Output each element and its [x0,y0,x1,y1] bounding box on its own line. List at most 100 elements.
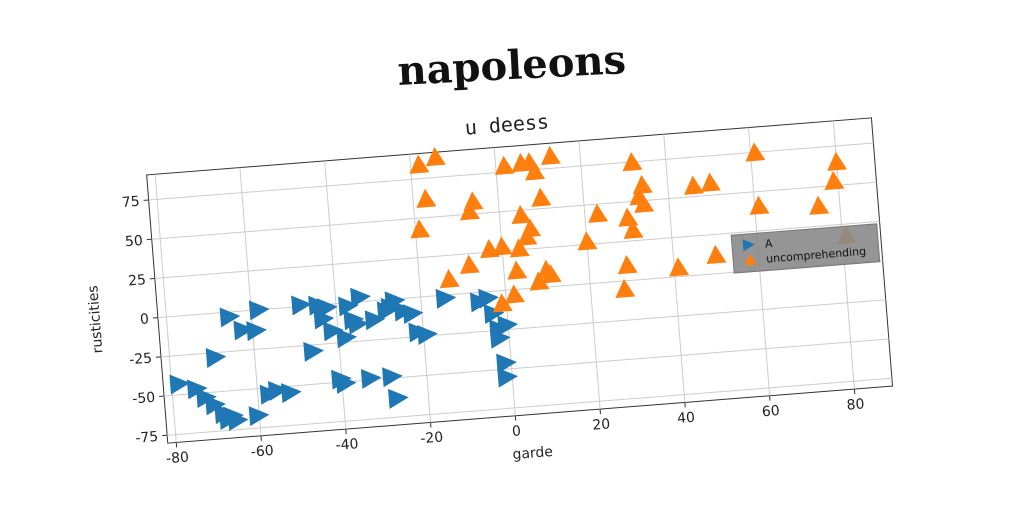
series-uncomprehending-point [615,278,636,299]
series-a-point [360,368,382,389]
series-uncomprehending-point [460,201,480,221]
x-grid-line [578,140,601,410]
series-a-point [338,296,359,317]
y-tick-label: -25 [129,351,153,369]
series-uncomprehending-point [700,172,721,192]
y-tick-label: 0 [139,311,149,328]
series-a-point [496,353,517,374]
series-uncomprehending-point [622,152,643,172]
series-a-point [489,328,511,349]
series-uncomprehending-point [425,146,446,167]
series-uncomprehending-point [521,218,542,238]
series-a-point [336,328,358,349]
legend-box [730,223,881,274]
series-a-point [417,325,438,346]
x-grid-line [154,174,177,443]
series-a-point [348,314,369,335]
series-a-point [248,406,270,427]
series-a-point [335,374,357,395]
series-a-point [219,307,241,328]
series-a-point [316,298,338,319]
data-markers [169,142,858,431]
series-a-point [246,321,267,342]
series-uncomprehending-point [541,264,562,284]
series-a-point [227,410,249,431]
y-tick-label: 75 [121,194,140,211]
y-grid-line [167,377,892,436]
x-tick-label: 20 [592,416,611,433]
series-a-point [388,388,409,409]
series-uncomprehending-point [617,254,638,275]
x-grid-line [493,147,516,416]
series-uncomprehending-point [460,254,480,274]
y-tick-label: 50 [124,233,143,250]
series-uncomprehending-point [529,271,550,291]
series-uncomprehending-point [540,145,561,166]
x-tick-label: 60 [761,403,780,420]
series-a-point [483,304,505,324]
y-grid-line [160,299,886,358]
series-uncomprehending-point [588,203,609,223]
series-a-point [205,348,227,368]
y-tick-label: 25 [128,272,147,289]
series-a-point [364,310,386,331]
series-uncomprehending-point [509,238,530,258]
legend-marker [744,253,757,266]
axis-ticks: -80 -60 -40 -20 0 20 40 60 80 -75 -50 -25 0 25 50 75 [121,194,865,468]
series-a-point [233,320,255,341]
series-a-point [478,288,499,309]
series-uncomprehending-point [494,155,515,175]
x-tick-label: 80 [846,396,865,413]
series-uncomprehending-point [416,188,437,208]
series-a-point [267,380,289,401]
plot-area [146,117,894,444]
series-uncomprehending-point [745,142,766,162]
series-uncomprehending-point [669,257,690,277]
series-a-point [497,367,518,388]
series-uncomprehending-point [504,284,525,304]
legend-marker [742,239,755,252]
series-uncomprehending-point [409,154,430,174]
series-uncomprehending-point [492,236,513,256]
x-grid-line [408,154,432,423]
series-uncomprehending-point [634,193,655,213]
series-uncomprehending-point [824,170,845,191]
series-uncomprehending-point [531,187,552,207]
series-a-point [169,374,191,395]
x-tick-label: 0 [511,423,521,440]
series-uncomprehending-point [749,195,770,215]
series-a-point [382,367,403,388]
chart-title: u deess [464,109,550,140]
series-a-point [303,341,325,362]
series-uncomprehending-point [632,174,653,195]
x-axis-label: garde [512,444,554,463]
series-uncomprehending-point [706,244,727,265]
series-uncomprehending-point [410,219,431,239]
y-grid-line [151,181,877,240]
y-tick-label: -50 [132,390,156,408]
series-a-point [248,300,270,321]
series-uncomprehending-point [577,231,598,251]
x-tick-label: -40 [335,436,359,454]
x-tick-label: -80 [165,450,189,468]
series-a-point [384,291,406,312]
series-a-point [323,321,344,342]
series-a-point [402,304,424,325]
y-axis-label: rusticities [85,285,106,354]
series-a-point [291,295,312,316]
x-tick-label: -20 [420,429,444,447]
series-uncomprehending-point [507,260,528,280]
series-uncomprehending-point [809,195,830,215]
legend-label: A [764,237,773,251]
series-uncomprehending-point [511,204,532,225]
y-tick-label: -75 [135,429,159,447]
series-a-point [280,383,302,404]
series-uncomprehending-point [439,268,460,289]
series-uncomprehending-point [827,151,848,171]
x-tick-label: -60 [250,443,274,461]
series-a-point [350,287,371,308]
series-uncomprehending-point [492,293,513,313]
series-uncomprehending-point [623,219,644,240]
series-a-point [497,315,519,336]
